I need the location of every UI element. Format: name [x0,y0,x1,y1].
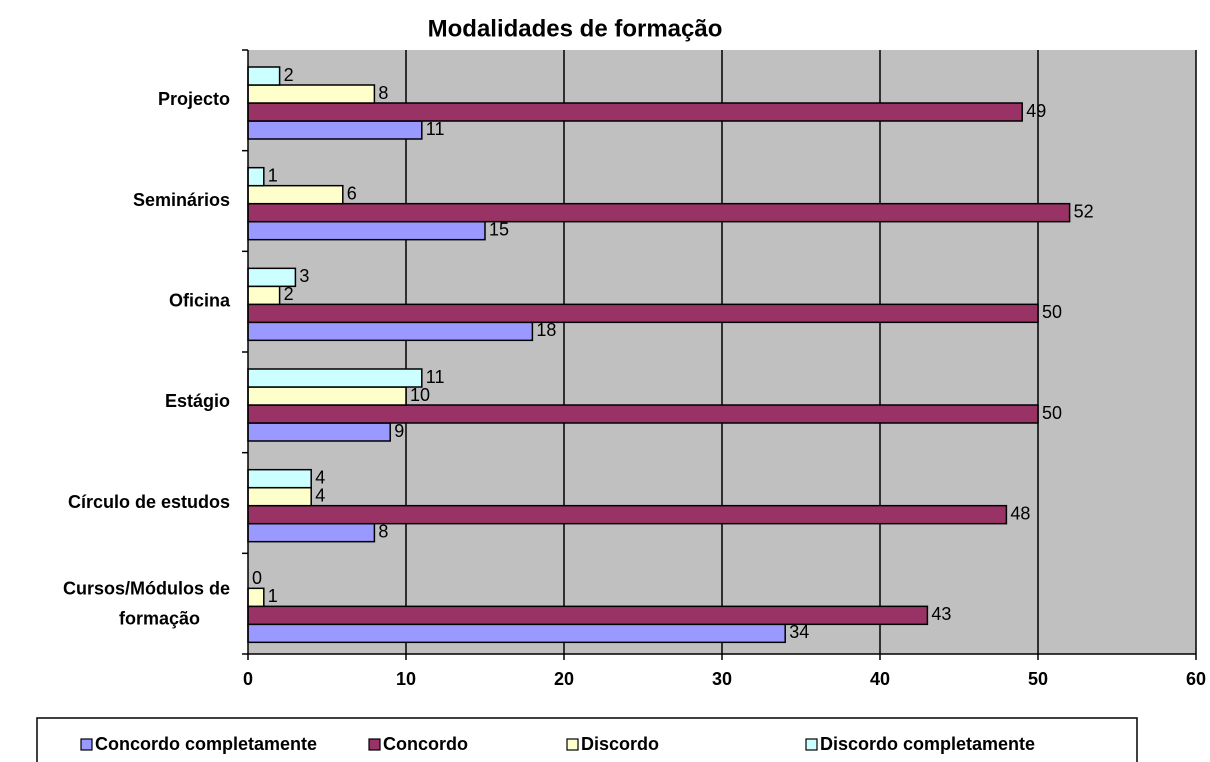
x-tick-label: 30 [712,669,732,689]
data-label: 18 [536,320,556,340]
data-label: 1 [268,586,278,606]
y-tick-label: Projecto [158,89,230,109]
legend-label: Discordo completamente [820,734,1035,754]
x-tick-label: 50 [1028,669,1048,689]
data-label: 52 [1074,201,1094,221]
bar [247,267,297,288]
bar [247,285,281,306]
y-tick-label: Cursos/Módulos de formação [63,578,230,628]
data-label: 15 [489,219,509,239]
bar [247,102,1023,122]
data-label: 4 [315,485,325,505]
data-label: 48 [1010,503,1030,523]
bar [247,66,281,86]
legend-label: Discordo [581,734,659,754]
bar [247,623,786,644]
legend [36,717,1138,762]
y-tick-label: Estágio [165,391,230,411]
bar [247,386,407,406]
bar [247,404,1039,424]
bar [247,321,534,342]
x-tick-label: 60 [1186,669,1206,689]
bar [247,605,929,626]
data-label: 9 [394,421,404,441]
data-label: 6 [347,183,357,203]
data-label: 8 [378,521,388,541]
legend-swatch [566,738,579,751]
bar [247,368,423,388]
x-tick-label: 20 [554,669,574,689]
legend-swatch [805,738,818,751]
data-label: 4 [315,467,325,487]
data-label: 50 [1042,403,1062,423]
y-tick-label: Seminários [133,190,230,210]
legend-label: Concordo [383,734,468,754]
y-tick-label: Círculo de estudos [68,492,230,512]
data-label: 10 [410,385,430,405]
data-label: 49 [1026,101,1046,121]
bar [247,504,1008,525]
bar [247,120,423,140]
bar [247,486,312,507]
bar [247,587,265,608]
data-label: 3 [299,266,309,286]
x-tick-label: 40 [870,669,890,689]
bar [247,166,265,187]
data-label: 8 [378,83,388,103]
data-label: 1 [268,165,278,185]
data-label: 2 [284,284,294,304]
chart-title: Modalidades de formação [428,15,723,42]
bar [247,220,486,241]
data-label: 43 [931,604,951,624]
bar [247,184,344,205]
bar [247,422,391,442]
legend-swatch [368,738,381,751]
data-label: 11 [426,367,445,387]
x-tick-label: 0 [243,669,253,689]
bar [247,202,1071,223]
legend-swatch [80,738,93,751]
bar [247,522,376,543]
bar [247,468,312,489]
bar [247,303,1039,324]
data-label: 11 [426,119,445,139]
bar [247,84,376,104]
data-label: 50 [1042,302,1062,322]
data-label: 0 [252,568,262,588]
data-label: 34 [789,622,809,642]
x-tick-label: 10 [396,669,416,689]
y-tick-label: Oficina [169,290,231,310]
data-label: 2 [284,65,294,85]
legend-label: Concordo completamente [95,734,317,754]
